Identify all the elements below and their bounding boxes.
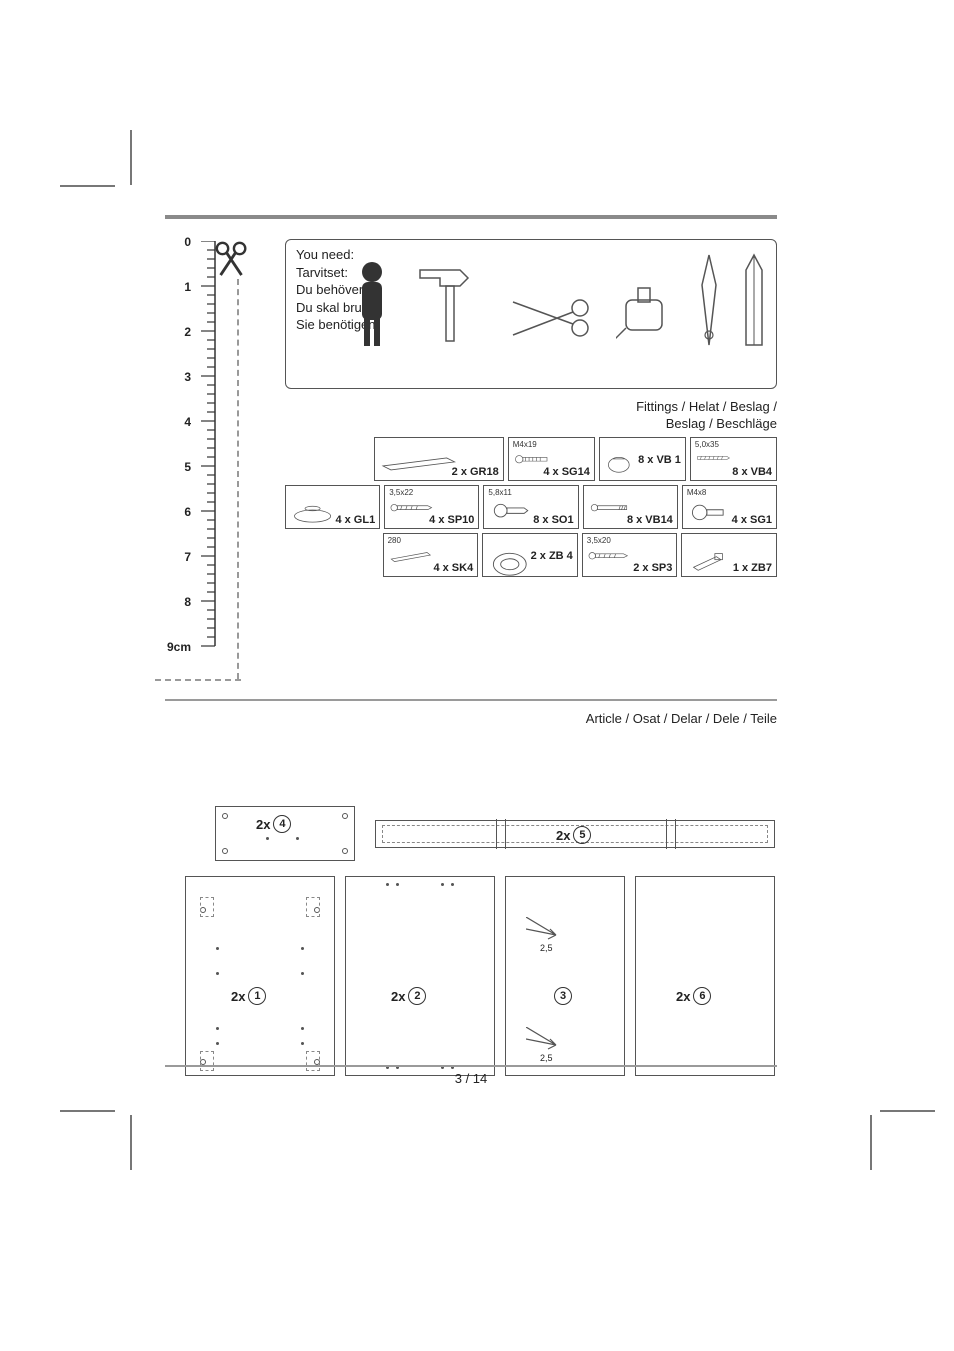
p5-num: 5: [573, 826, 591, 844]
part-so1: 5,8x11 8 x SO1: [483, 485, 578, 529]
p6-num: 6: [693, 987, 711, 1005]
page-current: 3: [455, 1071, 462, 1086]
knife-icon: [694, 250, 724, 350]
p2-num: 2: [408, 987, 426, 1005]
ellipse-icon: [487, 546, 533, 582]
part-vb14: 8 x VB14: [583, 485, 678, 529]
ruler-mark-5: 5: [165, 460, 191, 474]
spec: 280: [388, 536, 401, 545]
page-number: 3 / 14: [165, 1071, 777, 1086]
ruler-mark-1: 1: [165, 280, 191, 294]
qty: 8 x VB4: [732, 466, 772, 478]
fittings-line1: Fittings / Helat / Beslag /: [636, 399, 777, 414]
scissors-icon: [213, 239, 251, 277]
fittings-label: Fittings / Helat / Beslag / Beslag / Bes…: [517, 399, 777, 433]
ruler-mark-4: 4: [165, 415, 191, 429]
p3-note2: 2,5: [540, 1053, 553, 1063]
qty: 4 x SP10: [429, 514, 474, 526]
qty: 4 x SG1: [732, 514, 772, 526]
p6-mult: 2x: [676, 989, 690, 1004]
ruler-mark-9: 9cm: [157, 640, 191, 654]
short-screw-icon: [488, 498, 533, 531]
p3-note1: 2,5: [540, 943, 553, 953]
tape-measure-icon: [616, 270, 676, 350]
hammer-icon: [410, 260, 490, 350]
part-vb1: 8 x VB 1: [599, 437, 686, 481]
qty: 1 x ZB7: [733, 562, 772, 574]
qty: 4 x SG14: [543, 466, 589, 478]
rail-icon: [379, 450, 459, 474]
spec: 5,8x11: [488, 488, 511, 497]
part-sp10: 3,5x22 4 x SP10: [384, 485, 479, 529]
ruler-scale: [195, 241, 217, 661]
screw-icon: [587, 546, 633, 566]
scissors-tool-icon: [508, 290, 598, 350]
p1-mult: 2x: [231, 989, 245, 1004]
you-need-box: You need: Tarvitset: Du behöver: Du skal…: [285, 239, 777, 389]
ruler-mark-3: 3: [165, 370, 191, 384]
part-vb4: 5,0x35 8 x VB4: [690, 437, 777, 481]
spec: 3,5x20: [587, 536, 611, 545]
qty: 8 x VB14: [627, 514, 673, 526]
part-sg1: M4x8 4 x SG1: [682, 485, 777, 529]
panel-6: 2x 6: [635, 876, 775, 1076]
part-zb4: 2 x ZB 4: [482, 533, 578, 577]
spec: M4x8: [687, 488, 707, 497]
pencil-icon: [742, 250, 766, 350]
bolt-short-icon: [687, 498, 732, 531]
part-sg14: M4x19 4 x SG14: [508, 437, 595, 481]
p1-num: 1: [248, 987, 266, 1005]
qty: 2 x ZB 4: [531, 550, 573, 562]
cut-line-horizontal: [155, 679, 241, 681]
ruler-mark-7: 7: [165, 550, 191, 564]
p3-num: 3: [554, 987, 572, 1005]
panel-4: 2x 4: [215, 806, 355, 861]
ruler: 0 1 2 3 4 5 6 7 8 9cm: [165, 219, 250, 669]
article-label: Article / Osat / Delar / Dele / Teile: [165, 711, 777, 726]
screw-icon: [695, 450, 732, 466]
cut-line-vertical: [237, 279, 239, 679]
spec: 5,0x35: [695, 440, 719, 449]
ruler-mark-0: 0: [165, 235, 191, 249]
camlock-icon: [604, 450, 641, 480]
glue-icon: [686, 546, 732, 573]
part-sp3: 3,5x20 2 x SP3: [582, 533, 678, 577]
mid-rule: [165, 699, 777, 701]
p5-mult: 2x: [556, 828, 570, 843]
part-sk4: 280 4 x SK4: [383, 533, 479, 577]
fittings-grid: 2 x GR18 M4x19 4 x SG14 8 x VB 1 5,0x35: [285, 437, 777, 581]
spec: M4x19: [513, 440, 537, 449]
p4-num: 4: [273, 815, 291, 833]
p2-mult: 2x: [391, 989, 405, 1004]
qty: 8 x SO1: [533, 514, 573, 526]
ruler-mark-2: 2: [165, 325, 191, 339]
ruler-mark-6: 6: [165, 505, 191, 519]
p4-mult: 2x: [256, 817, 270, 832]
qty: 4 x GL1: [335, 514, 375, 526]
screw-icon: [389, 498, 434, 517]
ruler-mark-8: 8: [165, 595, 191, 609]
page-total: 14: [473, 1071, 487, 1086]
glide-icon: [290, 498, 335, 525]
bottom-rule: [165, 1065, 777, 1067]
panel-2: 2x 2: [345, 876, 495, 1076]
article-panels: 2x 4 2x 5: [165, 806, 777, 1106]
qty: 2 x SP3: [633, 562, 672, 574]
panel-5: 2x 5: [375, 820, 775, 848]
part-gl1: 4 x GL1: [285, 485, 380, 529]
person-icon: [352, 260, 392, 350]
part-gr18: 2 x GR18: [374, 437, 504, 481]
qty: 4 x SK4: [433, 562, 473, 574]
spec: 3,5x22: [389, 488, 413, 497]
qty: 2 x GR18: [452, 466, 499, 478]
panel-1: 2x 1: [185, 876, 335, 1076]
qty: 8 x VB 1: [638, 454, 681, 466]
panel-3: 2,5 2,5 3: [505, 876, 625, 1076]
slide-rail-icon: [388, 546, 434, 566]
part-zb7: 1 x ZB7: [681, 533, 777, 577]
fittings-line2: Beslag / Beschläge: [666, 416, 777, 431]
